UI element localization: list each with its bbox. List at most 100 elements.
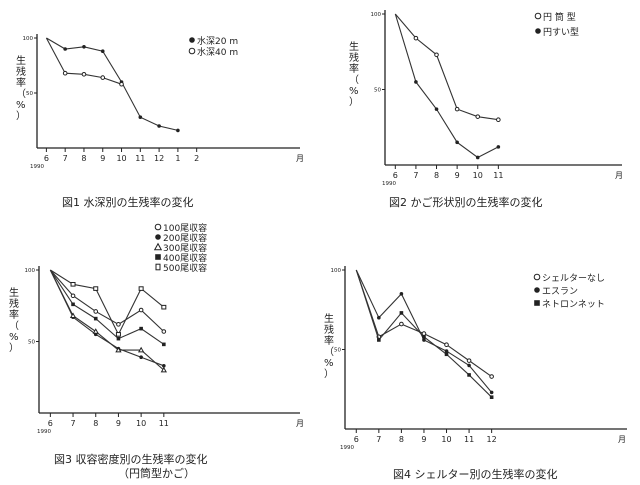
x-tick-label: 9 <box>455 171 460 180</box>
data-point <box>466 358 472 363</box>
y-tick-label: 50 <box>28 340 35 346</box>
legend-marker <box>155 263 161 271</box>
x-tick-label: 9 <box>116 419 121 428</box>
x-axis-unit: 月 <box>296 154 304 163</box>
data-point <box>496 145 501 149</box>
data-point <box>496 117 501 122</box>
x-axis-year: 1990 <box>37 429 51 435</box>
data-point <box>71 302 75 307</box>
legend-label: ネトロンネット <box>542 299 605 310</box>
legend-marker <box>154 223 162 231</box>
data-point <box>434 107 439 111</box>
chart-subtitle: （円筒型かご） <box>118 466 195 480</box>
x-tick-label: 8 <box>81 154 86 163</box>
x-tick-label: 11 <box>159 419 169 428</box>
data-point <box>161 329 167 334</box>
data-point <box>489 395 494 399</box>
data-point <box>157 124 161 128</box>
data-point <box>70 282 76 287</box>
legend-marker <box>155 234 161 240</box>
x-tick-label: 10 <box>136 419 146 428</box>
series-line-5 <box>50 269 165 336</box>
x-tick-label: 10 <box>473 171 483 180</box>
data-point <box>100 75 106 80</box>
data-point <box>116 336 121 341</box>
chart-title: 図2 かご形状別の生残率の変化 <box>389 195 543 209</box>
legend-marker <box>535 28 541 34</box>
data-point <box>92 328 99 334</box>
data-point <box>138 307 144 313</box>
data-point <box>82 45 86 49</box>
legend-marker <box>534 287 540 293</box>
x-tick-label: 7 <box>376 435 381 444</box>
x-tick-label: 10 <box>441 435 451 444</box>
x-axis-year: 1990 <box>340 445 354 451</box>
x-axis-unit: 月 <box>618 435 626 444</box>
data-point <box>70 293 76 299</box>
chart-title: 図1 水深別の生残率の変化 <box>62 195 194 209</box>
y-tick-label: 50 <box>334 348 341 354</box>
legend-label: 300尾収容 <box>163 242 207 254</box>
y-tick-label: 100 <box>371 12 382 18</box>
series-line-2 <box>394 13 499 159</box>
x-tick-label: 6 <box>393 171 398 180</box>
data-point <box>93 309 99 314</box>
data-point <box>444 349 449 353</box>
x-tick-label: 7 <box>63 154 68 163</box>
x-tick-label: 8 <box>399 435 404 444</box>
data-point <box>176 128 180 133</box>
legend-label: 水深40 m <box>197 46 238 58</box>
data-point <box>475 155 480 160</box>
legend-label: エスラン <box>542 286 578 297</box>
data-point <box>399 321 404 327</box>
data-point <box>467 373 471 377</box>
data-point <box>455 140 459 145</box>
y-axis-label: 生残率（%） <box>9 286 19 354</box>
data-point <box>377 338 381 342</box>
chart-title: 図3 収容密度別の生残率の変化 <box>54 452 208 466</box>
data-point <box>444 342 449 348</box>
legend-marker <box>189 37 195 43</box>
x-tick-label: 1 <box>175 154 180 163</box>
x-tick-label: 8 <box>434 171 439 180</box>
data-point <box>138 115 143 119</box>
legend-marker <box>533 273 541 281</box>
legend-label: 円 筒 型 <box>543 11 576 23</box>
legend-label: 500尾収容 <box>163 262 207 274</box>
y-tick-label: 100 <box>23 36 34 42</box>
x-axis-unit: 月 <box>296 419 304 428</box>
data-point <box>377 315 381 320</box>
legend-label: 円すい型 <box>543 27 579 38</box>
data-point <box>422 338 426 342</box>
data-point <box>475 114 481 119</box>
legend-marker <box>534 300 540 306</box>
chart-3: 6 7 8 9 10 11 月 1990 100 50 生残率（%） 100尾収容200尾収容300尾… <box>9 222 304 480</box>
x-tick-label: 10 <box>116 154 126 163</box>
data-point <box>138 286 144 291</box>
x-tick-label: 7 <box>413 171 418 180</box>
data-point <box>414 80 418 84</box>
x-tick-label: 9 <box>100 154 105 163</box>
x-tick-label: 11 <box>135 154 145 163</box>
data-point <box>422 334 426 339</box>
y-axis-label: 生残率（%） <box>349 40 359 108</box>
data-point <box>62 70 68 76</box>
series-line-1 <box>46 37 179 131</box>
data-point <box>160 366 167 373</box>
data-point <box>434 52 439 58</box>
x-tick-label: 9 <box>421 435 426 444</box>
data-point <box>467 363 471 368</box>
data-point <box>454 106 460 112</box>
data-point <box>162 342 166 347</box>
x-tick-label: 6 <box>44 154 49 163</box>
legend-label: 水深20 m <box>197 35 238 47</box>
x-tick-label: 8 <box>93 419 98 428</box>
y-tick-label: 50 <box>374 88 381 94</box>
x-tick-label: 6 <box>354 435 359 444</box>
x-tick-label: 6 <box>48 419 53 428</box>
x-axis-year: 1990 <box>30 164 44 170</box>
legend-marker <box>153 242 163 251</box>
